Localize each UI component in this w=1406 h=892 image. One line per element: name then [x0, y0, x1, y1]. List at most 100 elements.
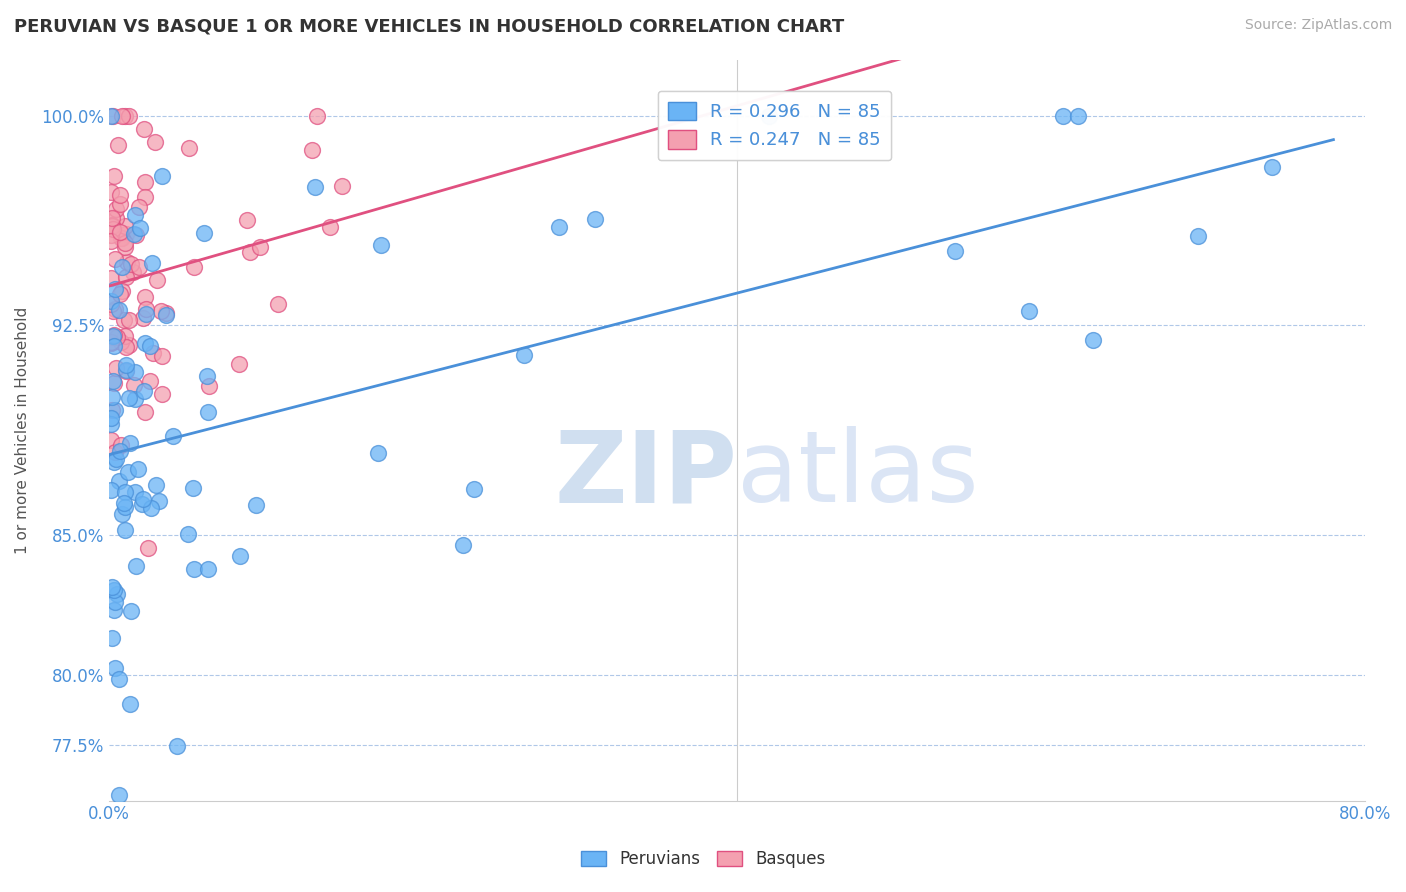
Basques — [103, 376, 125, 391]
Basques — [183, 260, 205, 275]
Basques — [103, 169, 125, 183]
Peruvians — [1052, 109, 1074, 123]
Basques — [134, 405, 156, 419]
Peruvians — [125, 559, 148, 574]
Y-axis label: 1 or more Vehicles in Household: 1 or more Vehicles in Household — [15, 307, 30, 554]
Peruvians — [103, 455, 125, 469]
Peruvians — [1018, 304, 1040, 318]
Peruvians — [118, 391, 141, 405]
Basques — [132, 310, 155, 325]
Basques — [104, 445, 127, 459]
Peruvians — [124, 485, 146, 500]
Text: Source: ZipAtlas.com: Source: ZipAtlas.com — [1244, 18, 1392, 32]
Basques — [319, 220, 342, 235]
Peruvians — [100, 410, 122, 425]
Basques — [122, 377, 145, 392]
Peruvians — [128, 221, 150, 235]
Peruvians — [118, 436, 141, 450]
Text: PERUVIAN VS BASQUE 1 OR MORE VEHICLES IN HOUSEHOLD CORRELATION CHART: PERUVIAN VS BASQUE 1 OR MORE VEHICLES IN… — [14, 18, 845, 36]
Peruvians — [370, 238, 392, 252]
Basques — [134, 290, 156, 304]
Basques — [301, 143, 323, 157]
Peruvians — [108, 302, 131, 317]
Peruvians — [124, 227, 146, 242]
Peruvians — [117, 465, 139, 479]
Peruvians — [104, 595, 127, 609]
Peruvians — [138, 339, 160, 353]
Peruvians — [245, 498, 267, 512]
Basques — [118, 337, 141, 351]
Basques — [110, 231, 132, 245]
Peruvians — [101, 632, 124, 646]
Peruvians — [141, 256, 163, 270]
Peruvians — [101, 580, 124, 594]
Basques — [266, 296, 288, 310]
Basques — [236, 213, 259, 227]
Peruvians — [150, 169, 173, 183]
Peruvians — [304, 179, 326, 194]
Peruvians — [124, 208, 146, 222]
Basques — [142, 346, 165, 360]
Basques — [146, 273, 169, 287]
Basques — [139, 374, 162, 388]
Basques — [107, 137, 129, 152]
Peruvians — [103, 339, 125, 353]
Peruvians — [107, 587, 129, 601]
Basques — [100, 297, 122, 311]
Peruvians — [132, 384, 155, 398]
Peruvians — [195, 368, 218, 383]
Basques — [100, 335, 122, 350]
Basques — [110, 335, 132, 350]
Peruvians — [367, 446, 389, 460]
Peruvians — [124, 392, 146, 407]
Peruvians — [583, 212, 606, 227]
Basques — [307, 109, 329, 123]
Basques — [115, 364, 138, 378]
Basques — [104, 252, 127, 266]
Peruvians — [127, 462, 149, 476]
Legend: Peruvians, Basques: Peruvians, Basques — [574, 844, 832, 875]
Basques — [103, 327, 125, 342]
Basques — [136, 541, 159, 556]
Peruvians — [104, 282, 127, 296]
Peruvians — [145, 478, 167, 492]
Basques — [100, 228, 122, 243]
Peruvians — [181, 481, 204, 495]
Basques — [114, 269, 136, 284]
Basques — [179, 141, 201, 155]
Basques — [135, 301, 157, 316]
Peruvians — [107, 672, 129, 686]
Basques — [101, 330, 124, 344]
Peruvians — [100, 109, 122, 123]
Basques — [100, 234, 122, 248]
Peruvians — [1067, 109, 1090, 123]
Basques — [103, 222, 125, 236]
Basques — [111, 231, 134, 245]
Basques — [132, 122, 155, 136]
Peruvians — [197, 405, 219, 419]
Basques — [114, 340, 136, 354]
Basques — [150, 304, 173, 318]
Basques — [103, 109, 125, 123]
Peruvians — [115, 358, 138, 372]
Basques — [100, 270, 122, 285]
Basques — [155, 306, 177, 320]
Basques — [108, 225, 131, 239]
Basques — [118, 313, 141, 327]
Peruvians — [114, 484, 136, 499]
Peruvians — [118, 697, 141, 711]
Basques — [114, 219, 136, 233]
Peruvians — [513, 348, 536, 362]
Peruvians — [100, 417, 122, 431]
Peruvians — [104, 451, 127, 466]
Basques — [114, 329, 136, 343]
Peruvians — [101, 390, 124, 404]
Basques — [108, 187, 131, 202]
Basques — [117, 255, 139, 269]
Peruvians — [162, 428, 184, 442]
Basques — [104, 211, 127, 226]
Basques — [101, 211, 124, 225]
Basques — [249, 240, 271, 254]
Basques — [101, 403, 124, 417]
Peruvians — [103, 583, 125, 598]
